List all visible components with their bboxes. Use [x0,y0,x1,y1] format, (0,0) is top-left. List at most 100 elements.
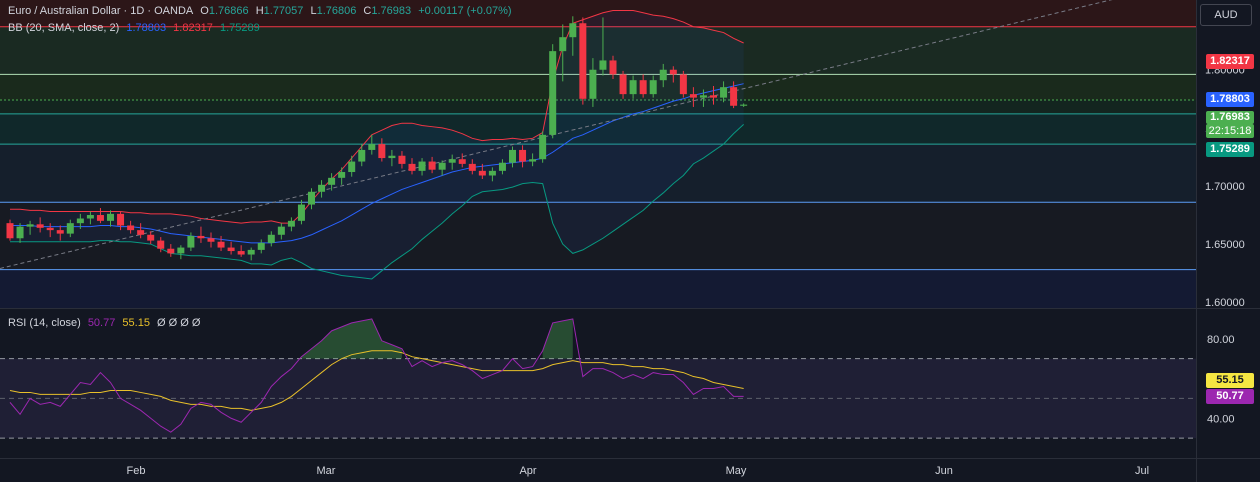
currency-button[interactable]: AUD [1200,4,1252,26]
symbol-title[interactable]: Euro / Australian Dollar · 1D · OANDA [8,5,194,17]
candle-65 [659,63,667,88]
candle-17 [177,245,185,260]
candle-22 [227,241,235,255]
bb-lower-value: 1.75289 [219,22,260,34]
candle-67 [679,70,687,98]
rsi-tick-label: 80.00 [1207,334,1235,346]
candle-61 [619,70,627,99]
candle-body [348,161,356,173]
time-label-apr: Apr [519,465,536,477]
candle-39 [398,151,406,169]
candle-10 [107,210,114,227]
bb-upper-line [10,9,744,224]
candle-63 [639,74,647,98]
rsi-overbought-fill [301,318,402,359]
candle-35 [358,144,366,167]
candle-42 [428,156,436,174]
candle-1 [16,223,24,243]
candle-body [267,234,275,243]
candle-26 [267,231,275,247]
price-tick-label: 1.60000 [1205,297,1245,309]
candle-body [187,235,195,248]
candle-body [509,149,516,163]
candle-28 [287,217,295,232]
candle-body [519,149,527,162]
rsi-label: RSI (14, close) [8,317,81,329]
candle-body [428,161,436,170]
candle-body [46,227,54,231]
candle-body [358,149,366,162]
rsi-ma-value: 55.15 [122,317,150,329]
candle-body [408,163,416,171]
candle-44 [448,154,456,170]
candle-59 [599,17,607,76]
price-zone-4 [0,113,1196,145]
low-value: 1.76806 [316,5,357,17]
candle-52 [529,153,537,167]
candle-66 [669,66,677,83]
candle-body [36,224,44,228]
candle-13 [137,223,145,239]
candle-body [137,230,145,235]
rsi-value: 50.77 [87,317,116,329]
bb-lower-line [10,123,744,280]
rsi-ma-line [9,350,744,411]
candle-body [629,80,637,95]
candle-7 [76,213,84,229]
candle-55 [559,24,567,82]
candle-body [498,162,506,171]
candle-31 [318,180,326,198]
candle-body [679,74,687,95]
rsi-legend[interactable]: RSI (14, close) 50.77 55.15 Ø Ø Ø Ø [8,317,204,329]
candle-body [167,248,175,254]
candle-8 [86,211,94,225]
candle-body [579,23,587,99]
trend-line [0,0,1113,269]
time-label-jun: Jun [935,465,953,477]
candle-40 [408,158,416,175]
bb-upper-value: 1.82317 [173,22,213,34]
candle-12 [127,220,135,234]
candle-62 [629,75,637,99]
rsi-ma-tag: 55.15 [1206,373,1254,388]
candle-body [448,159,456,163]
candle-body [468,163,476,171]
bb-upper-tag: 1.82317 [1206,54,1254,69]
candle-21 [217,235,225,252]
candle-47 [478,163,486,179]
candle-19 [197,226,205,243]
candle-body [529,159,537,162]
candle-16 [167,244,175,257]
candle-body [569,23,577,38]
price-tick-label: 1.70000 [1205,181,1245,193]
candle-body [257,242,265,250]
candle-60 [609,55,617,80]
last-price-tag: 1.76983 [1206,111,1254,124]
candle-2 [26,220,34,235]
candle-69 [699,89,707,107]
candle-body [197,235,205,239]
symbol-legend: Euro / Australian Dollar · 1D · OANDA O1… [8,5,516,17]
candle-72 [730,81,738,109]
candle-51 [519,145,527,168]
candle-body [398,155,406,164]
candle-body [559,37,567,52]
candle-body [699,95,707,98]
candle-body [157,240,165,249]
candle-body [589,69,597,99]
candle-body [438,162,446,170]
time-label-jul: Jul [1135,465,1149,477]
candle-33 [338,167,346,185]
candle-body [297,204,305,221]
price-zone-0 [0,0,1196,27]
bb-legend[interactable]: BB (20, SMA, close, 2) 1.78803 1.82317 1… [8,22,264,34]
candle-body [26,224,34,227]
candle-body [378,144,386,159]
candle-body [86,215,94,219]
candle-body [639,80,647,95]
change-value: +0.00117 (+0.07%) [418,5,512,17]
candle-body [16,226,24,239]
bb-label: BB (20, SMA, close, 2) [8,22,120,34]
price-zone-1 [0,26,1196,75]
